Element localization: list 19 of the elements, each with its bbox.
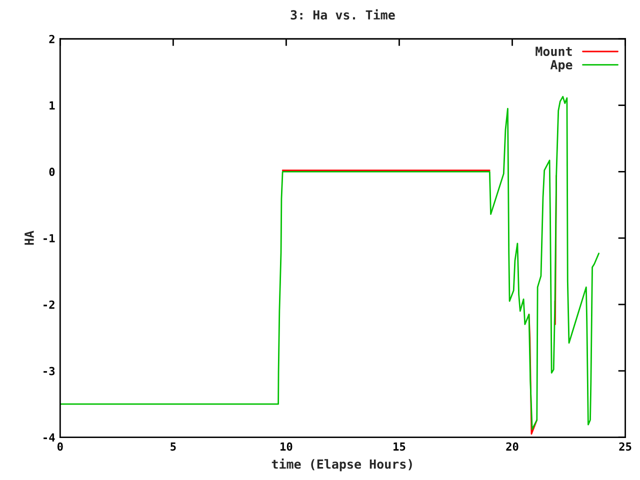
line-series [60,96,600,430]
y-tick-label: -3 [44,366,55,376]
x-tick-label: 0 [57,442,63,451]
y-axis-title: HA [24,230,34,245]
x-tick-label: 25 [619,442,632,451]
legend-label: Mount [536,46,572,56]
legend-label: Ape [550,60,572,72]
x-tick-label: 5 [170,442,176,451]
y-tick-label: -4 [44,433,55,442]
x-tick-label: 20 [506,442,518,451]
y-tick-label: -1 [44,234,55,242]
y-tick-label: 1 [50,101,55,110]
x-tick-label: 15 [394,442,406,451]
chart-title: 3: Ha vs. Time [290,9,395,20]
y-tick-label: -2 [44,300,54,309]
y-tick-label: 0 [49,168,55,176]
x-axis-title: time (Elapse Hours) [272,458,412,472]
x-tick-label: 10 [280,442,292,451]
y-tick-label: 2 [49,34,54,44]
